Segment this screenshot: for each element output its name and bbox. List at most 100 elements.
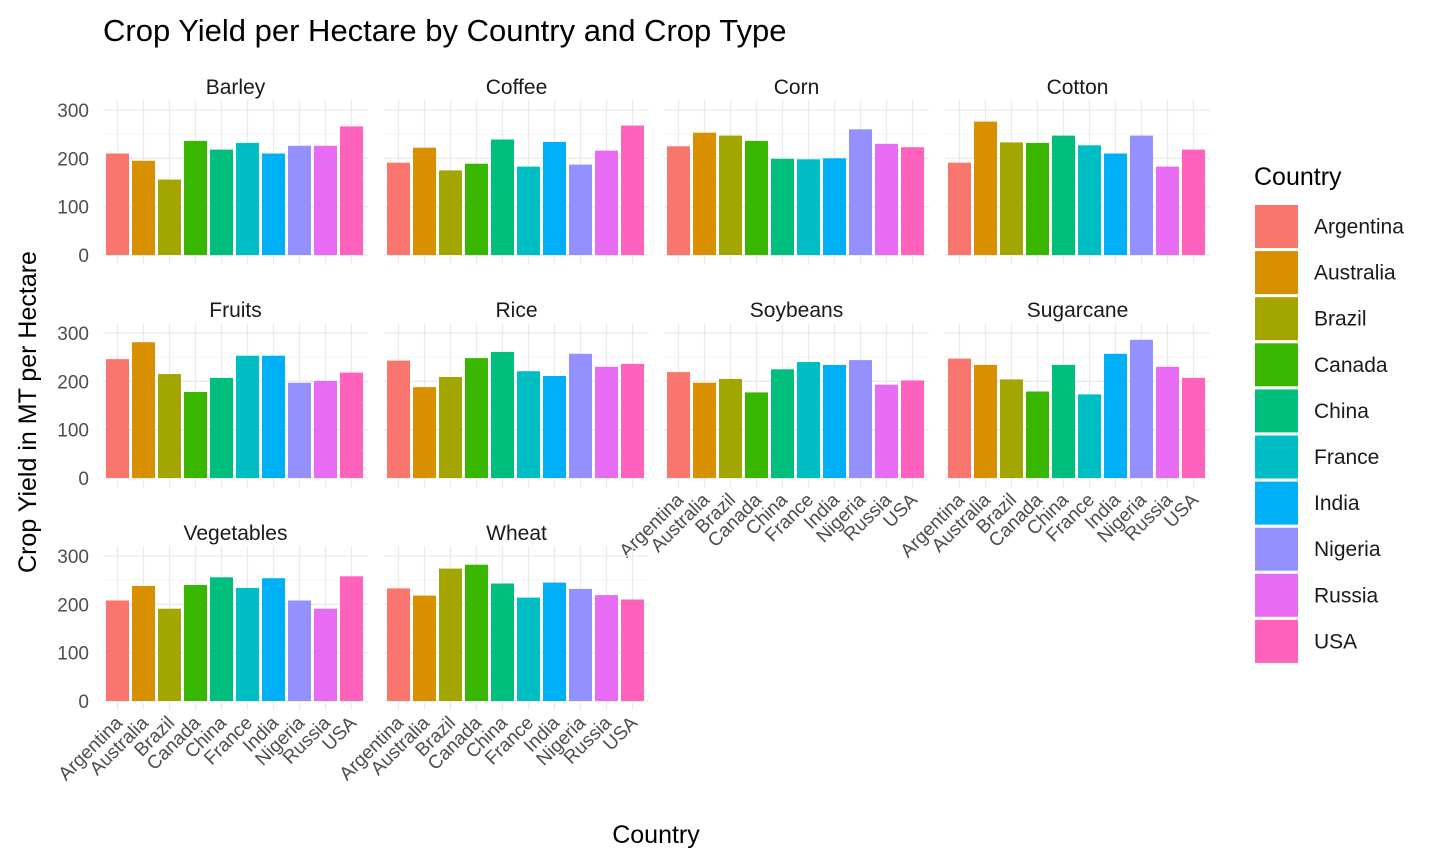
- bar-vegetables-nigeria: [288, 600, 311, 701]
- bar-coffee-brazil: [439, 170, 462, 255]
- bar-wheat-india: [543, 582, 566, 701]
- facet-panel-fruits: Fruits 0 100 200 300: [57, 299, 368, 490]
- bar-vegetables-australia: [132, 586, 155, 701]
- legend-item-russia: Russia: [1255, 573, 1379, 617]
- y-tick-label: 200: [57, 595, 89, 616]
- bar-coffee-nigeria: [569, 164, 592, 255]
- bar-wheat-canada: [465, 564, 488, 701]
- legend: Country Argentina Australia Brazil Canada Ch…: [1254, 163, 1404, 663]
- bar-coffee-china: [491, 139, 514, 255]
- bar-rice-australia: [413, 387, 436, 478]
- bar-fruits-brazil: [158, 374, 181, 478]
- chart-title: Crop Yield per Hectare by Country and Cr…: [103, 13, 787, 48]
- bar-rice-argentina: [387, 360, 410, 478]
- bar-rice-brazil: [439, 377, 462, 478]
- bar-sugarcane-china: [1052, 364, 1075, 478]
- bar-cotton-india: [1104, 153, 1127, 255]
- legend-swatch: [1255, 619, 1298, 663]
- bar-corn-brazil: [719, 135, 742, 255]
- bar-soybeans-china: [771, 369, 794, 479]
- bar-barley-russia: [314, 145, 337, 255]
- bar-corn-china: [771, 158, 794, 255]
- legend-label: Australia: [1314, 262, 1396, 285]
- facet-label-sugarcane: Sugarcane: [1027, 299, 1129, 322]
- bar-sugarcane-russia: [1156, 366, 1179, 478]
- y-tick-label: 100: [57, 421, 89, 442]
- bar-barley-india: [262, 153, 285, 255]
- legend-item-usa: USA: [1255, 619, 1357, 663]
- y-tick-label: 100: [57, 198, 89, 219]
- bar-fruits-france: [236, 355, 259, 478]
- facet-label-fruits: Fruits: [209, 299, 262, 322]
- bar-wheat-argentina: [387, 588, 410, 701]
- bar-coffee-france: [517, 166, 540, 255]
- bar-vegetables-china: [210, 577, 233, 701]
- bar-rice-nigeria: [569, 353, 592, 478]
- legend-swatch: [1255, 389, 1298, 433]
- bar-cotton-argentina: [948, 162, 971, 255]
- bar-rice-usa: [621, 363, 644, 478]
- bar-sugarcane-canada: [1026, 391, 1049, 478]
- bar-soybeans-brazil: [719, 378, 742, 478]
- bar-sugarcane-argentina: [948, 358, 971, 478]
- bar-corn-france: [797, 159, 820, 255]
- legend-label: France: [1314, 446, 1379, 469]
- bar-barley-canada: [184, 140, 207, 255]
- legend-swatch: [1255, 297, 1298, 341]
- bar-rice-russia: [595, 366, 618, 478]
- legend-item-india: India: [1255, 481, 1360, 525]
- bar-sugarcane-brazil: [1000, 379, 1023, 478]
- bar-vegetables-argentina: [106, 600, 129, 701]
- y-tick-label: 300: [57, 324, 89, 345]
- facet-panel-barley: Barley 0 100 200 300: [57, 76, 368, 267]
- bar-sugarcane-usa: [1182, 377, 1205, 478]
- bar-soybeans-russia: [875, 384, 898, 478]
- legend-swatch: [1255, 343, 1298, 387]
- legend-label: India: [1314, 492, 1360, 515]
- legend-swatch: [1255, 481, 1298, 525]
- facet-panels: Barley 0 100 200 300 Coffee Corn Cotton Fruits 0 1…: [55, 76, 1210, 785]
- bar-coffee-argentina: [387, 162, 410, 255]
- bar-soybeans-usa: [901, 380, 924, 478]
- legend-swatch: [1255, 573, 1298, 617]
- legend-label: Russia: [1314, 584, 1379, 607]
- legend-label: China: [1314, 400, 1369, 423]
- y-tick-label: 0: [78, 692, 89, 713]
- bar-soybeans-australia: [693, 382, 716, 478]
- legend-swatch: [1255, 527, 1298, 571]
- y-tick-label: 200: [57, 372, 89, 393]
- bar-corn-argentina: [667, 146, 690, 256]
- bar-barley-argentina: [106, 153, 129, 255]
- bar-coffee-russia: [595, 150, 618, 255]
- facet-label-coffee: Coffee: [486, 76, 548, 99]
- bar-fruits-canada: [184, 392, 207, 478]
- bar-soybeans-france: [797, 362, 820, 478]
- bar-cotton-france: [1078, 145, 1101, 255]
- bar-coffee-usa: [621, 125, 644, 255]
- bar-corn-canada: [745, 140, 768, 255]
- facet-label-soybeans: Soybeans: [750, 299, 843, 322]
- bar-wheat-brazil: [439, 568, 462, 701]
- bar-vegetables-canada: [184, 585, 207, 701]
- bar-barley-nigeria: [288, 145, 311, 255]
- legend-item-france: France: [1255, 435, 1379, 479]
- legend-label: Canada: [1314, 354, 1388, 377]
- bar-rice-france: [517, 371, 540, 478]
- bar-wheat-nigeria: [569, 588, 592, 701]
- legend-label: Brazil: [1314, 308, 1367, 331]
- bar-vegetables-brazil: [158, 608, 181, 701]
- bar-fruits-china: [210, 377, 233, 478]
- bar-sugarcane-india: [1104, 353, 1127, 478]
- bar-cotton-brazil: [1000, 142, 1023, 255]
- bar-cotton-australia: [974, 121, 997, 255]
- bar-corn-india: [823, 158, 846, 255]
- bar-cotton-canada: [1026, 142, 1049, 255]
- bar-wheat-china: [491, 583, 514, 701]
- bar-fruits-australia: [132, 342, 155, 478]
- bar-soybeans-argentina: [667, 372, 690, 478]
- facet-panel-rice: Rice: [384, 299, 649, 487]
- bar-corn-usa: [901, 147, 924, 255]
- bar-cotton-usa: [1182, 149, 1205, 255]
